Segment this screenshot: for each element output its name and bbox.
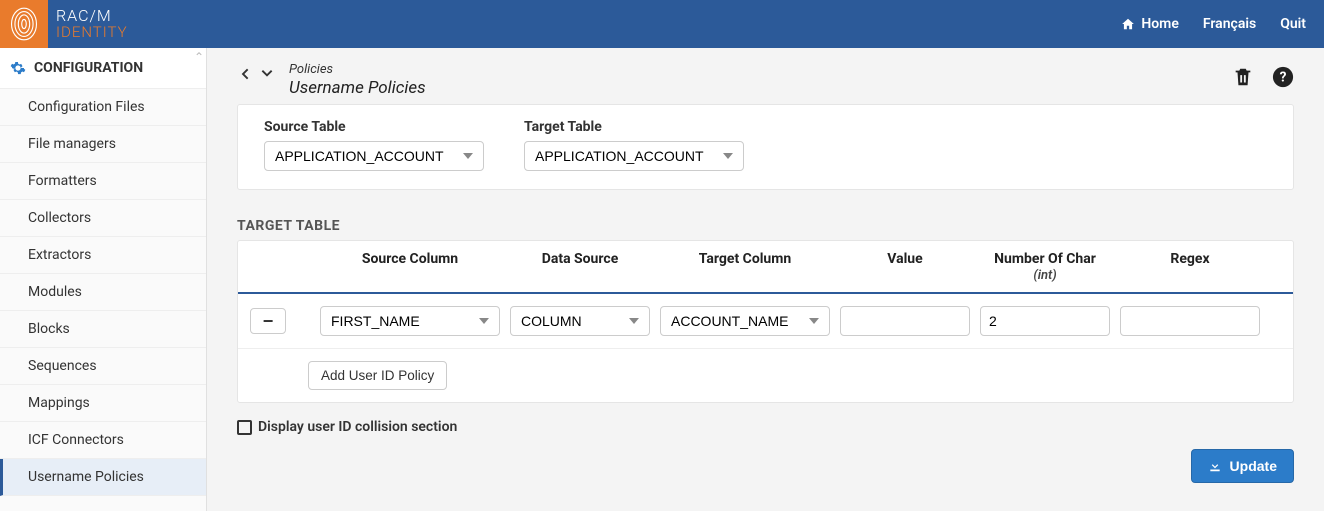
regex-input[interactable] — [1120, 306, 1260, 336]
value-input[interactable] — [840, 306, 970, 336]
target-table-label: Target Table — [524, 119, 744, 135]
update-button-label: Update — [1230, 458, 1277, 474]
help-icon[interactable]: ? — [1272, 66, 1294, 88]
sidebar-item[interactable]: Formatters — [0, 163, 206, 200]
top-bar: RAC/M IDENTITY Home Français Quit — [0, 0, 1324, 48]
data-source-select[interactable]: COLUMN — [510, 306, 650, 336]
nav-lang-label: Français — [1203, 16, 1256, 32]
download-icon — [1208, 459, 1222, 473]
target-table-select[interactable]: APPLICATION_ACCOUNT — [524, 141, 744, 171]
brand-text: RAC/M IDENTITY — [56, 8, 128, 41]
sidebar-header[interactable]: CONFIGURATION — [0, 48, 206, 89]
sidebar-item[interactable]: File managers — [0, 126, 206, 163]
logo — [0, 0, 48, 48]
nav-quit[interactable]: Quit — [1280, 16, 1306, 32]
target-column-select[interactable]: ACCOUNT_NAME — [660, 306, 830, 336]
th-data-source: Data Source — [510, 251, 650, 285]
target-section-heading: TARGET TABLE — [237, 218, 1294, 234]
gear-icon — [10, 60, 26, 76]
sidebar-item[interactable]: Modules — [0, 274, 206, 311]
source-table-select[interactable]: APPLICATION_ACCOUNT — [264, 141, 484, 171]
add-user-id-policy-button[interactable]: Add User ID Policy — [308, 361, 447, 390]
scroll-indicator-icon: ⌃ — [194, 50, 204, 64]
svg-text:?: ? — [1280, 70, 1287, 86]
trash-icon[interactable] — [1232, 66, 1254, 88]
th-value: Value — [840, 251, 970, 285]
remove-row-button[interactable]: − — [250, 308, 286, 334]
nav-home-label: Home — [1141, 16, 1179, 32]
sidebar-item[interactable]: ICF Connectors — [0, 422, 206, 459]
brand-bottom: IDENTITY — [56, 25, 128, 41]
page-header: Policies Username Policies ? — [237, 48, 1294, 104]
source-table-label: Source Table — [264, 119, 484, 135]
update-button[interactable]: Update — [1191, 449, 1294, 483]
th-num-char: Number Of Char (int) — [980, 251, 1110, 285]
target-table-header: Source Column Data Source Target Column … — [238, 241, 1293, 295]
sidebar-item[interactable]: Username Policies — [0, 459, 206, 496]
th-regex: Regex — [1120, 251, 1260, 285]
checkbox-icon[interactable] — [237, 420, 252, 435]
sidebar-list: Configuration FilesFile managersFormatte… — [0, 89, 206, 496]
sidebar-item[interactable]: Configuration Files — [0, 89, 206, 126]
top-nav: Home Français Quit — [1121, 16, 1324, 32]
num-char-input[interactable] — [980, 306, 1110, 336]
sidebar-item[interactable]: Sequences — [0, 348, 206, 385]
back-icon[interactable] — [237, 66, 253, 82]
collision-checkbox-row[interactable]: Display user ID collision section — [237, 419, 1294, 435]
target-table-card: Source Column Data Source Target Column … — [237, 240, 1294, 404]
sidebar-item[interactable]: Blocks — [0, 311, 206, 348]
page-title: Username Policies — [289, 78, 426, 99]
sidebar-item[interactable]: Extractors — [0, 237, 206, 274]
sidebar-item[interactable]: Mappings — [0, 385, 206, 422]
nav-home[interactable]: Home — [1121, 16, 1179, 32]
table-row: − FIRST_NAME COLUMN ACCOUNT_NAME — [238, 294, 1293, 349]
fingerprint-icon — [10, 7, 38, 41]
collision-checkbox-label: Display user ID collision section — [258, 419, 457, 435]
sidebar-header-label: CONFIGURATION — [34, 60, 143, 76]
sidebar-item[interactable]: Collectors — [0, 200, 206, 237]
th-source-column: Source Column — [320, 251, 500, 285]
expand-down-icon[interactable] — [259, 66, 275, 82]
tables-card: Source Table APPLICATION_ACCOUNT Target … — [237, 104, 1294, 190]
nav-quit-label: Quit — [1280, 16, 1306, 32]
sidebar: ⌃ CONFIGURATION Configuration FilesFile … — [0, 48, 207, 511]
nav-lang[interactable]: Français — [1203, 16, 1256, 32]
source-column-select[interactable]: FIRST_NAME — [320, 306, 500, 336]
brand-top: RAC/M — [56, 8, 128, 25]
th-target-column: Target Column — [660, 251, 830, 285]
main-content: Policies Username Policies ? Source Tabl… — [207, 48, 1324, 511]
home-icon — [1121, 17, 1135, 31]
breadcrumb: Policies — [289, 62, 426, 78]
